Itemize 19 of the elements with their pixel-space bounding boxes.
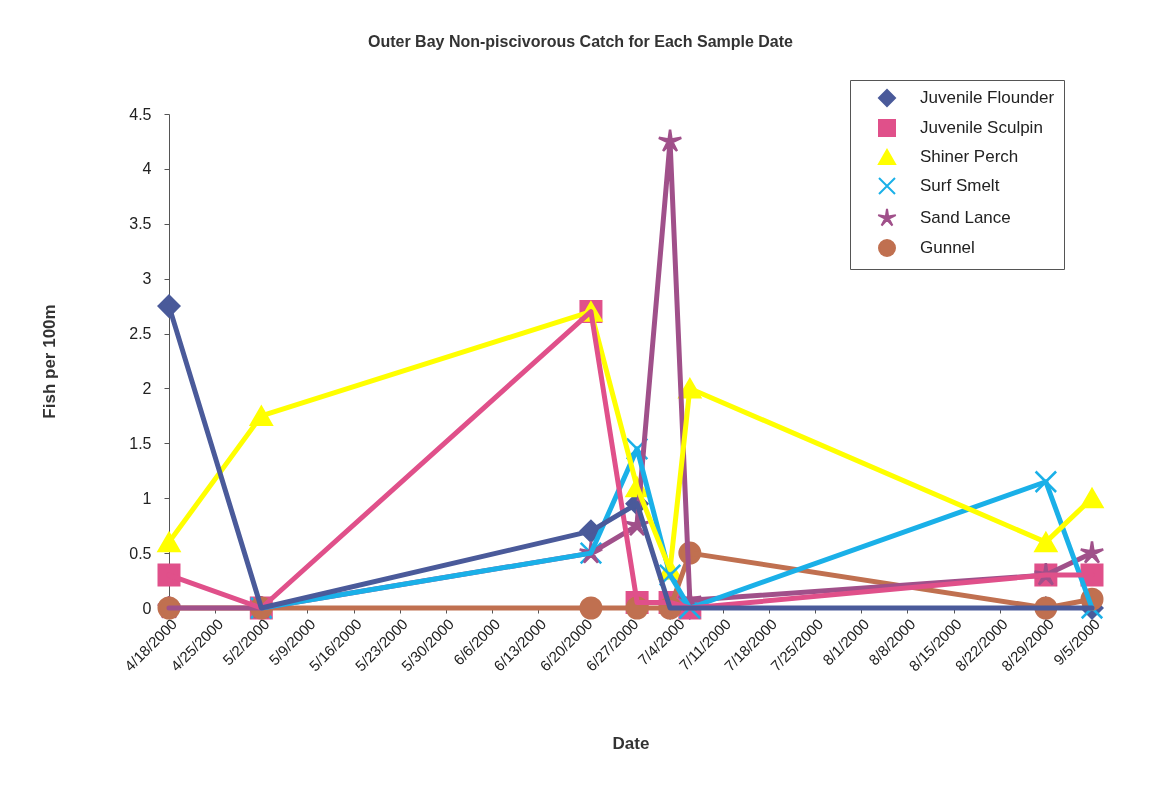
y-axis-title: Fish per 100m	[40, 304, 60, 419]
y-tick-label: 2	[142, 379, 152, 397]
y-tick-label: 4.5	[129, 105, 152, 123]
legend-label: Juvenile Flounder	[920, 88, 1055, 107]
legend-label: Juvenile Sculpin	[920, 118, 1043, 137]
y-tick-label: 3	[142, 270, 152, 288]
y-tick-label: 0.5	[129, 544, 152, 562]
y-tick-label: 4	[142, 160, 152, 178]
legend-label: Shiner Perch	[920, 147, 1019, 166]
y-tick-label: 2.5	[129, 325, 152, 343]
y-tick-label: 1	[142, 489, 152, 507]
legend-label: Surf Smelt	[920, 176, 1000, 195]
y-tick-label: 3.5	[129, 215, 152, 233]
chart-title: Outer Bay Non-piscivorous Catch for Each Sample Date	[368, 32, 794, 50]
legend-label: Gunnel	[920, 238, 975, 257]
legend-label: Sand Lance	[920, 208, 1011, 227]
x-axis-title: Date	[612, 734, 650, 754]
y-tick-label: 1.5	[129, 434, 152, 452]
y-tick-label: 0	[142, 599, 152, 617]
